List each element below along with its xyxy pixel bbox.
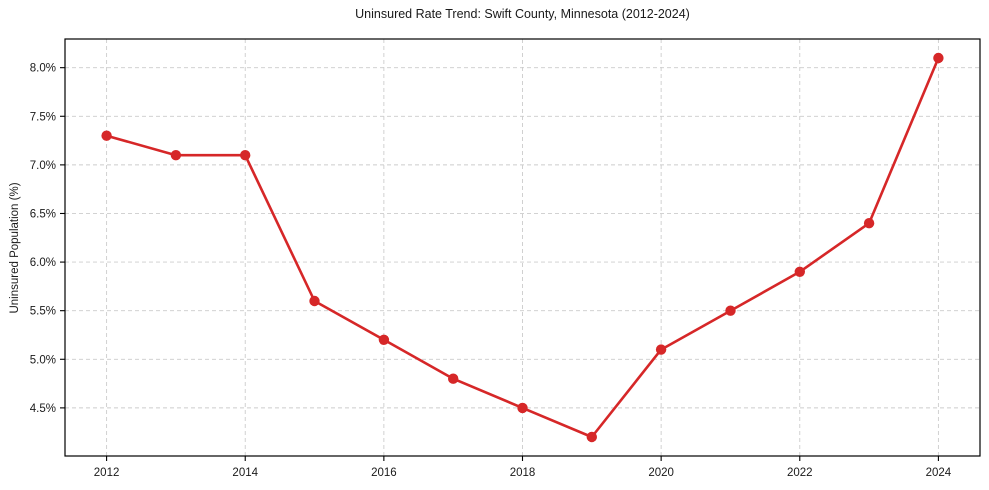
chart-title: Uninsured Rate Trend: Swift County, Minn… bbox=[355, 7, 690, 21]
y-tick-label: 6.5% bbox=[30, 208, 56, 220]
data-point bbox=[378, 334, 390, 345]
y-tick-label: 7.5% bbox=[30, 111, 56, 123]
x-tick-label: 2014 bbox=[232, 467, 258, 479]
x-tick-label: 2018 bbox=[510, 467, 536, 479]
trend-line bbox=[105, 56, 940, 439]
y-tick-label: 4.5% bbox=[30, 403, 56, 415]
y-tick-label: 7.0% bbox=[30, 160, 56, 172]
x-tick-label: 2022 bbox=[787, 467, 813, 479]
x-tick-label: 2024 bbox=[926, 467, 952, 479]
data-point bbox=[309, 295, 320, 307]
data-point bbox=[448, 373, 459, 384]
data-point bbox=[517, 402, 528, 414]
y-tick-label: 5.0% bbox=[30, 354, 56, 366]
data-point bbox=[586, 431, 597, 443]
y-tick-label: 8.0% bbox=[30, 63, 56, 75]
data-point bbox=[655, 344, 667, 355]
data-point bbox=[794, 266, 805, 277]
data-point bbox=[933, 52, 944, 64]
data-point bbox=[725, 305, 736, 316]
data-point bbox=[240, 150, 251, 161]
x-tick-label: 2012 bbox=[94, 467, 120, 479]
data-point bbox=[101, 130, 112, 141]
x-tick-label: 2016 bbox=[371, 467, 397, 479]
x-tick-label: 2020 bbox=[648, 467, 674, 479]
data-point bbox=[170, 150, 182, 161]
y-tick-label: 5.5% bbox=[30, 306, 56, 318]
data-point bbox=[863, 218, 875, 229]
y-tick-label: 6.0% bbox=[30, 257, 56, 269]
plot-border bbox=[64, 38, 981, 457]
